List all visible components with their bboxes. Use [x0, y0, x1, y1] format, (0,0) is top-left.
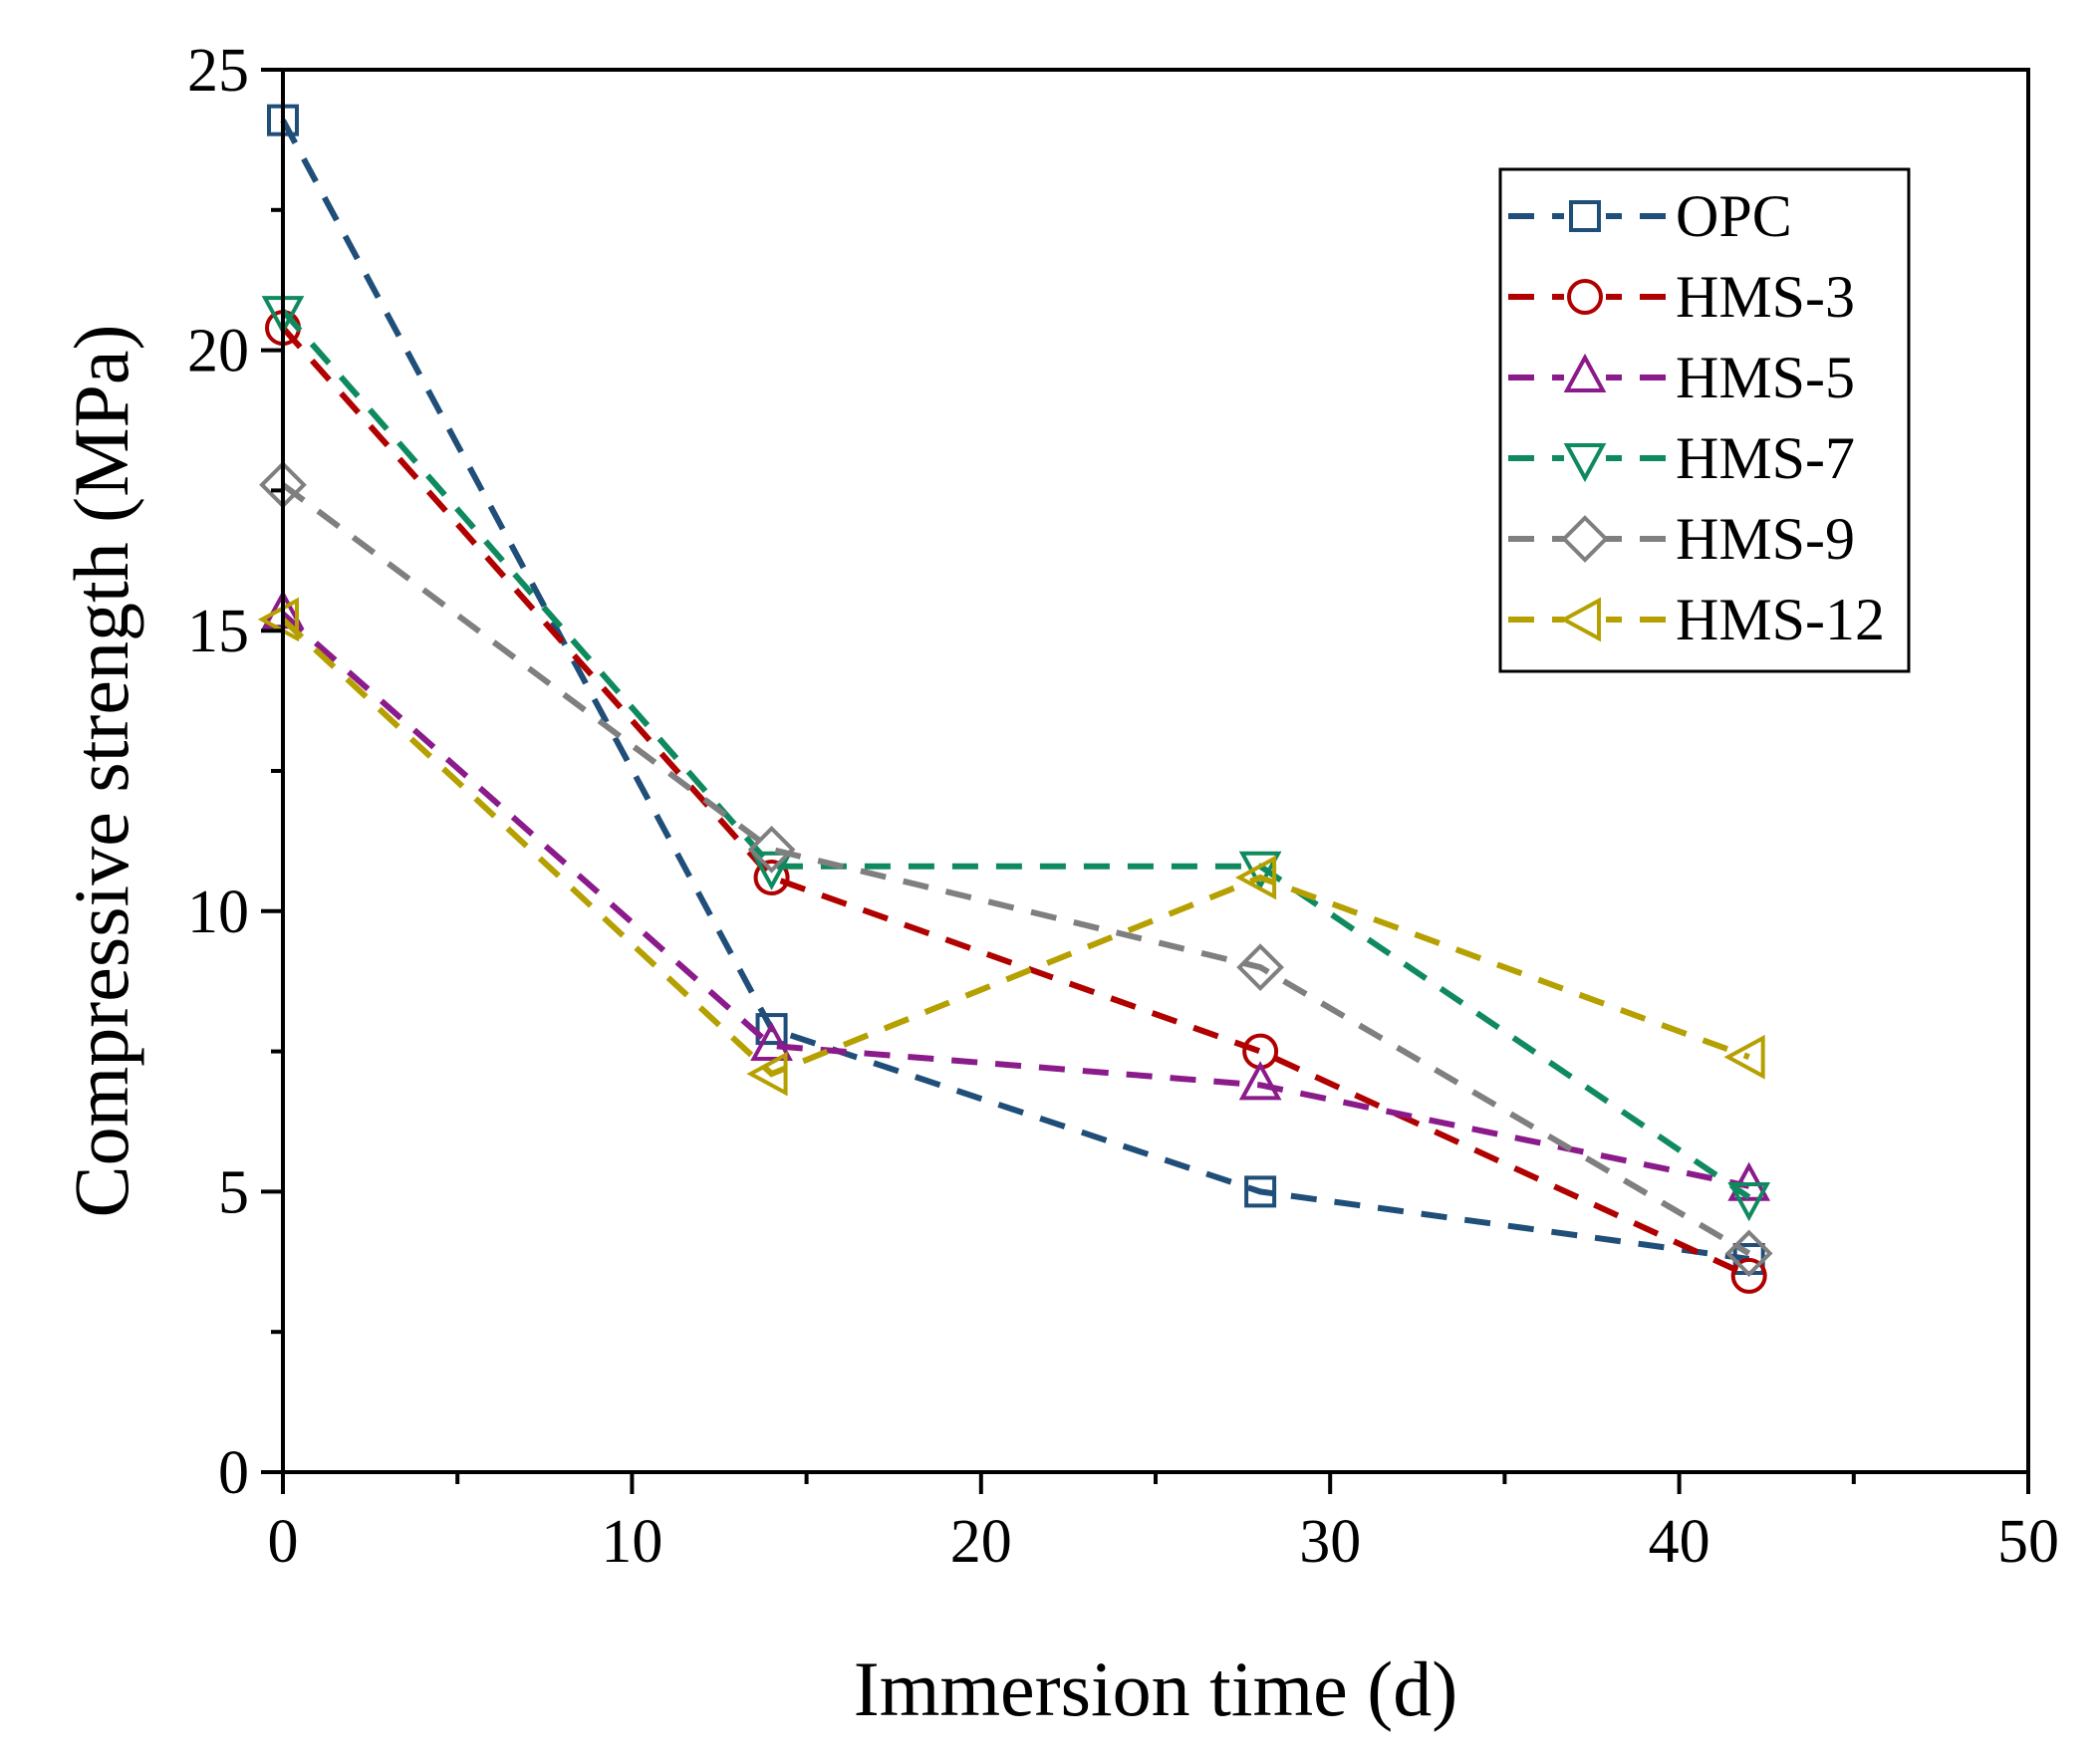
- y-axis-title: Compressive strength (MPa): [58, 325, 144, 1218]
- data-point: [750, 851, 793, 890]
- legend-marker: [1559, 597, 1601, 642]
- data-point: [1730, 1257, 1767, 1294]
- data-point: [1238, 1061, 1282, 1101]
- x-tick-label: 20: [950, 1508, 1012, 1576]
- series-hms-12: [257, 597, 1765, 1097]
- y-tick-label: 20: [187, 318, 249, 385]
- legend-label: HMS-7: [1676, 425, 1855, 491]
- legend-label: OPC: [1676, 183, 1792, 249]
- series-line: [280, 326, 1750, 1279]
- y-tick-label: 10: [187, 879, 249, 946]
- data-point: [755, 1013, 788, 1046]
- legend-item: OPC: [1508, 183, 1792, 249]
- legend-item: HMS-3: [1508, 264, 1855, 330]
- data-point: [1727, 1182, 1771, 1222]
- x-tick-label: 10: [601, 1508, 662, 1576]
- x-tick-label: 50: [1997, 1508, 2059, 1576]
- y-tick-label: 15: [187, 598, 249, 665]
- data-point: [1236, 943, 1284, 991]
- legend-label: HMS-9: [1676, 506, 1855, 572]
- data-point: [747, 826, 796, 874]
- axes: 0 10 20 30 40 50 0 5 10 15 20 25: [187, 37, 2059, 1576]
- data-point: [746, 1051, 788, 1097]
- series-line: [280, 119, 1750, 1262]
- legend-box: [1498, 167, 1911, 673]
- legend-item: HMS-5: [1508, 345, 1855, 410]
- data-point: [750, 1021, 793, 1061]
- legend-marker: [1561, 515, 1609, 563]
- y-tick-label: 25: [187, 37, 249, 105]
- data-point: [1234, 855, 1277, 900]
- data-point: [1244, 1175, 1277, 1208]
- legend-marker-bg: [1564, 515, 1606, 563]
- y-tick-label: 5: [218, 1158, 249, 1226]
- data-point: [1724, 1229, 1773, 1278]
- legend-item: HMS-9: [1508, 506, 1855, 572]
- data-point: [1723, 1034, 1765, 1080]
- legend-label: HMS-5: [1676, 345, 1855, 410]
- legend-marker: [1569, 200, 1601, 232]
- series-line: [280, 617, 1750, 1078]
- legend-marker: [1563, 353, 1607, 392]
- x-axis-title: Immersion time (d): [854, 1645, 1458, 1732]
- legend: OPC HMS-3 HMS-5 HMS-7 HMS-9 HMS-12: [1498, 167, 1911, 673]
- data-point: [753, 860, 790, 896]
- series-line: [280, 309, 1751, 1200]
- legend-label: HMS-12: [1676, 587, 1885, 652]
- legend-label: HMS-3: [1676, 264, 1855, 330]
- legend-item: HMS-12: [1508, 587, 1885, 652]
- series-line: [281, 612, 1750, 1189]
- legend-marker: [1567, 279, 1603, 315]
- plot-frame: [281, 68, 2030, 1474]
- x-tick-label: 30: [1299, 1508, 1361, 1576]
- y-tick-label: 0: [218, 1439, 249, 1507]
- legend-item: HMS-7: [1508, 425, 1855, 491]
- legend-marker: [1563, 443, 1607, 483]
- x-tick-label: 40: [1649, 1508, 1710, 1576]
- x-tick-label: 0: [268, 1508, 299, 1576]
